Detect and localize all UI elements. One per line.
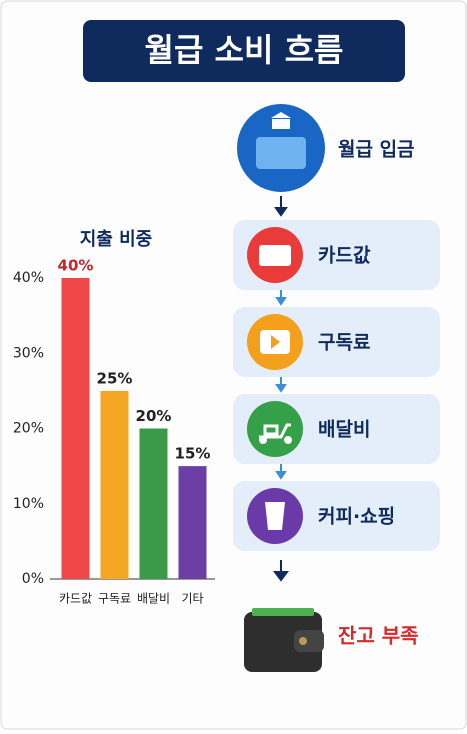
arrows: [273, 196, 289, 582]
y-tick-label: 0%: [22, 571, 44, 587]
title-banner: [83, 20, 405, 82]
flow-label: 잔고 부족: [338, 624, 419, 648]
x-tick-label: 배달비: [137, 592, 170, 606]
cash: [252, 608, 314, 616]
y-tick-label: 30%: [13, 345, 44, 361]
bar: [178, 466, 207, 579]
flow-label: 배달비: [318, 419, 370, 441]
scooter-shape: [259, 423, 291, 439]
flow-label: 커피·쇼핑: [318, 506, 395, 528]
play-icon: [271, 335, 280, 349]
bar: [100, 390, 129, 579]
card-icon: [256, 137, 306, 169]
y-tick-label: 20%: [13, 421, 44, 437]
wheel: [259, 436, 267, 444]
scooter-icon: [247, 401, 303, 457]
flow: 월급 입금 카드값 구독료 배달비 커피·쇼핑 잔고 부족: [233, 104, 440, 672]
page-title: 월급 소비 흐름: [145, 31, 344, 69]
flow-label: 카드값: [318, 245, 371, 267]
chart-title: 지출 비중: [80, 229, 153, 250]
flow-label: 월급 입금: [338, 139, 415, 161]
cup: [265, 502, 285, 530]
y-tick-label: 10%: [13, 496, 44, 512]
bar: [61, 278, 90, 579]
x-tick-label: 구독료: [98, 592, 131, 606]
value-label: 20%: [136, 407, 172, 425]
wallet-icon: [244, 612, 322, 672]
x-tick-label: 카드값: [59, 592, 92, 606]
chart: 0% 10% 20% 30% 40% 카드값 40% 구독료 25% 배달비 20% 기타 15%: [13, 257, 211, 606]
value-label: 40%: [58, 257, 94, 275]
x-tick-label: 기타: [181, 592, 203, 606]
wheel: [284, 436, 292, 444]
bank-symbol: [271, 112, 291, 129]
y-tick-label: 40%: [13, 270, 44, 286]
wallet-button: [299, 637, 307, 645]
bar: [139, 428, 168, 579]
wallet-clasp: [294, 630, 324, 652]
value-label: 25%: [97, 369, 133, 387]
card-icon: [259, 245, 291, 266]
flow-label: 구독료: [318, 332, 370, 354]
value-label: 15%: [175, 445, 211, 463]
